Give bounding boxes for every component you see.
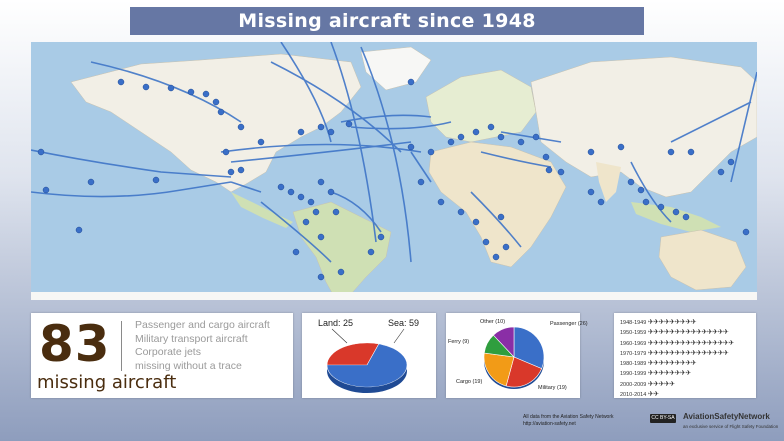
passenger-label: Passenger (26): [550, 321, 588, 327]
decade-label: 1950-1959: [620, 330, 648, 337]
decade-row: 1948-1949 ✈✈✈✈✈✈✈✈✈: [620, 318, 734, 328]
decade-tally-icons: ✈✈✈✈✈✈✈✈✈✈✈✈✈✈✈✈: [647, 339, 734, 347]
pie-slice-other: [492, 326, 515, 358]
cargo-label: Cargo (19): [456, 379, 483, 385]
military-label: Military (19): [538, 385, 567, 391]
decade-label: 2010-2014: [620, 392, 648, 399]
decade-row: 2000-2009 ✈✈✈✈✈: [620, 380, 734, 390]
sea-label: Sea: 59: [388, 318, 420, 328]
source-line: All data from the Aviation Safety Networ…: [523, 414, 614, 420]
source-url[interactable]: http://aviation-safety.net: [523, 420, 576, 427]
decade-tally-icons: ✈✈✈✈✈✈✈✈✈: [647, 360, 697, 368]
other-label: Other (10): [480, 319, 506, 325]
decade-row: 1970-1979 ✈✈✈✈✈✈✈✈✈✈✈✈✈✈✈: [620, 349, 734, 359]
ferry-label: Ferry (9): [448, 339, 470, 345]
source-credit: All data from the Aviation Safety Networ…: [523, 414, 614, 427]
decade-tally-icons: ✈✈✈✈✈✈✈✈: [647, 370, 691, 378]
pie-slice-military: [505, 356, 543, 388]
land-sea-pie: [326, 328, 408, 393]
decade-label: 2000-2009: [620, 381, 648, 388]
decade-list: 1948-1949 ✈✈✈✈✈✈✈✈✈ 1950-1959 ✈✈✈✈✈✈✈✈✈✈✈…: [620, 318, 734, 400]
land-sea-panel: Land: 25 Sea: 59: [302, 313, 436, 398]
decade-panel: 1948-1949 ✈✈✈✈✈✈✈✈✈ 1950-1959 ✈✈✈✈✈✈✈✈✈✈✈…: [614, 313, 756, 398]
divider: [121, 321, 122, 371]
license-badge: CC BY-SA: [650, 414, 676, 423]
pie-slice-cargo: [483, 352, 515, 387]
flight-routes: [31, 42, 757, 263]
decade-label: 1960-1969: [620, 340, 648, 347]
page-title: Missing aircraft since 1948: [130, 7, 644, 35]
decade-label: 1980-1989: [620, 361, 648, 368]
category-item: Military transport aircraft: [135, 332, 248, 345]
aircraft-type-pie: [483, 326, 545, 389]
decade-tally-icons: ✈✈✈✈✈✈✈✈✈: [647, 319, 697, 326]
decade-row: 1950-1959 ✈✈✈✈✈✈✈✈✈✈✈✈✈✈✈: [620, 328, 734, 338]
aircraft-type-panel: Other (10) Passenger (26) Ferry (9) Carg…: [446, 313, 588, 398]
decade-label: 1948-1949: [620, 320, 648, 326]
count-panel: 83 missing aircraft Passenger and cargo …: [31, 313, 293, 398]
missing-count: 83: [39, 315, 111, 373]
decade-tally-icons: ✈✈✈✈✈✈✈✈✈✈✈✈✈✈✈: [647, 349, 729, 357]
asn-logo: AviationSafetyNetwork: [683, 412, 770, 421]
category-item: Passenger and cargo aircraft: [135, 319, 270, 331]
landmasses: [31, 46, 757, 300]
pie-slice-passenger: [513, 326, 545, 370]
missing-aircraft-markers: [37, 78, 750, 281]
land-label: Land: 25: [318, 318, 354, 328]
pie-slice-land: [326, 342, 380, 366]
category-item: Corporate jets: [135, 346, 201, 358]
sea-leader-line: [393, 328, 405, 344]
pie-slice-sea: [326, 343, 408, 388]
decade-row: 1960-1969 ✈✈✈✈✈✈✈✈✈✈✈✈✈✈✈✈: [620, 339, 734, 349]
missing-label: missing aircraft: [37, 372, 177, 393]
category-item: missing without a trace: [135, 359, 242, 372]
decade-row: 1990-1999 ✈✈✈✈✈✈✈✈: [620, 369, 734, 379]
map-canvas: [31, 42, 757, 300]
decade-tally-icons: ✈✈: [647, 391, 659, 399]
decade-tally-icons: ✈✈✈✈✈: [647, 380, 675, 388]
asn-logo-subtitle: an exclusive service of Flight Safety Fo…: [683, 424, 779, 429]
decade-row: 1980-1989 ✈✈✈✈✈✈✈✈✈: [620, 359, 734, 369]
decade-label: 1990-1999: [620, 371, 648, 378]
decade-row: 2010-2014 ✈✈: [620, 390, 734, 400]
world-map[interactable]: [31, 42, 757, 300]
decade-tally-icons: ✈✈✈✈✈✈✈✈✈✈✈✈✈✈✈: [647, 329, 729, 337]
land-leader-line: [331, 328, 348, 344]
category-list: Passenger and cargo aircraft Military tr…: [135, 319, 270, 373]
decade-label: 1970-1979: [620, 350, 648, 357]
